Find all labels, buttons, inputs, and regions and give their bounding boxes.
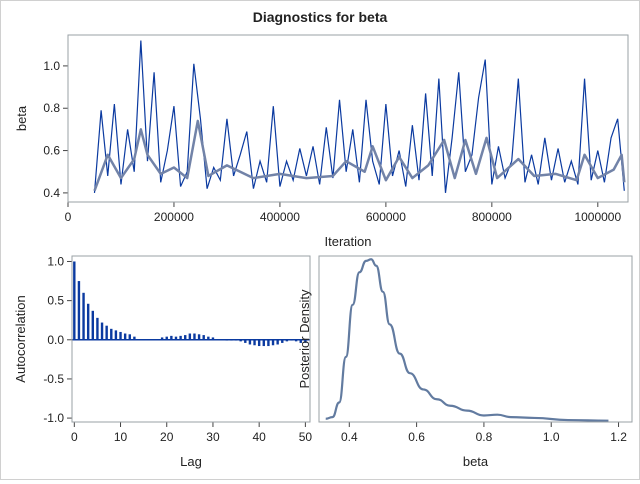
acf-bar: [304, 339, 307, 343]
acf-bar: [147, 339, 150, 341]
acf-bar: [165, 336, 168, 340]
y-axis-label: Autocorrelation: [13, 295, 28, 382]
x-tick-label: 400000: [260, 210, 300, 224]
density-curve: [325, 258, 609, 422]
x-tick-label: 600000: [366, 210, 406, 224]
x-tick-label: 1.0: [543, 430, 560, 444]
acf-bar: [257, 339, 261, 347]
acf-bar: [234, 339, 238, 341]
acf-bar: [299, 339, 302, 343]
x-tick-label: 0.8: [476, 430, 493, 444]
acf-bar: [207, 336, 210, 340]
plot-frame: [318, 255, 633, 423]
acf-bar: [123, 333, 127, 340]
acf-bar: [188, 333, 192, 340]
x-tick-label: 1000000: [574, 210, 621, 224]
acf-bar: [290, 339, 293, 341]
acf-bar: [248, 339, 252, 345]
y-tick-label: 1.0: [43, 59, 60, 73]
x-tick-label: 0.6: [408, 430, 425, 444]
acf-bar: [77, 281, 81, 340]
x-axis-label: Lag: [180, 454, 202, 469]
x-axis-label: beta: [463, 454, 489, 469]
acf-bar: [262, 339, 265, 347]
acf-bar: [73, 261, 76, 340]
x-tick-label: 10: [114, 430, 128, 444]
acf-bar: [100, 322, 104, 340]
y-tick-label: 0.5: [47, 294, 64, 308]
acf-bar: [156, 339, 159, 340]
acf-bar: [91, 310, 94, 340]
acf-bar: [151, 339, 155, 340]
x-tick-label: 30: [206, 430, 220, 444]
density-plot: 0.4 0.6 0.8 1.0 1.2 beta Posterior Density: [297, 255, 633, 469]
x-tick-label: 0: [71, 430, 78, 444]
acf-bar: [142, 339, 145, 341]
acf-bar: [230, 339, 233, 341]
chart-title: Diagnostics for beta: [253, 9, 388, 25]
acf-bar: [271, 339, 275, 346]
x-tick-label: 1.2: [610, 430, 627, 444]
y-axis-label: beta: [14, 105, 29, 131]
x-axis-label: Iteration: [325, 234, 372, 249]
acf-bar: [110, 328, 113, 340]
smoothed-line: [93, 119, 626, 192]
acf-bar: [174, 336, 178, 340]
autocorrelation-plot: 0 10 20 30 40 50 -1.0 -0.5 0.0 0.5 1.0 Lag Autocorre…: [13, 254, 312, 469]
acf-bar: [267, 339, 270, 347]
acf-bar: [133, 336, 136, 340]
acf-bar: [114, 330, 118, 340]
y-axis-label: Posterior Density: [297, 289, 312, 388]
acf-bar: [170, 335, 173, 340]
acf-bar: [285, 339, 289, 342]
plot-frame: [67, 34, 629, 203]
acf-bar: [211, 337, 215, 340]
y-tick-label: 0.6: [43, 144, 60, 158]
acf-bar: [96, 317, 99, 340]
acf-bar: [184, 335, 187, 340]
x-tick-label: 800000: [472, 210, 512, 224]
acf-bar: [220, 339, 224, 341]
x-tick-label: 20: [160, 430, 174, 444]
acf-bar: [160, 337, 164, 340]
acf-bar: [244, 339, 247, 343]
y-tick-label: 0.0: [47, 333, 64, 347]
plot-frame: [71, 255, 311, 423]
acf-bar: [86, 303, 90, 340]
y-tick-label: -0.5: [43, 372, 64, 386]
y-tick-label: 0.8: [43, 101, 60, 115]
acf-bar: [216, 339, 219, 340]
acf-bar: [128, 334, 131, 340]
acf-bar: [82, 292, 85, 340]
acf-bar: [239, 339, 242, 342]
acf-bar: [105, 325, 108, 340]
y-tick-label: 1.0: [47, 254, 64, 268]
y-tick-label: 0.4: [43, 186, 60, 200]
acf-bar: [197, 334, 201, 340]
x-tick-label: 0: [65, 210, 72, 224]
y-tick-label: -1.0: [43, 411, 64, 425]
acf-bar: [276, 339, 279, 345]
acf-bar: [202, 335, 205, 340]
acf-bar: [294, 339, 298, 342]
acf-bar: [137, 339, 141, 340]
x-tick-label: 50: [299, 430, 313, 444]
acf-bar: [119, 331, 122, 340]
x-tick-label: 0.4: [341, 430, 358, 444]
x-tick-label: 200000: [154, 210, 194, 224]
acf-bar: [281, 339, 284, 343]
acf-bar: [253, 339, 256, 346]
acf-bar: [225, 339, 229, 341]
trace-plot: 0 200000 400000 600000 800000 1000000 0.4 0.6 0.…: [14, 34, 629, 249]
acf-bar: [179, 335, 182, 340]
x-tick-label: 40: [252, 430, 266, 444]
acf-bar: [193, 333, 196, 340]
